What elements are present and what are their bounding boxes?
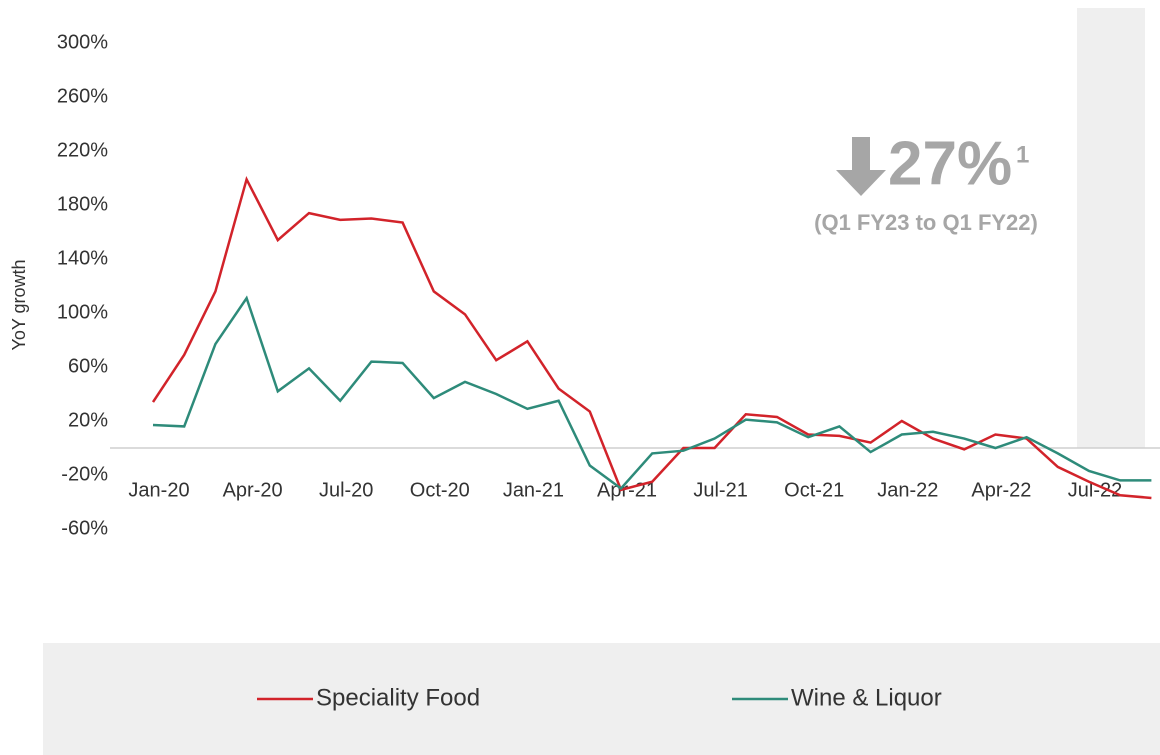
legend-label: Wine & Liquor [791,684,942,711]
annotation-text: (Q1 FY23 to Q1 FY22) [814,210,1038,235]
legend-box [43,643,1160,755]
y-tick-label: 220% [57,139,108,161]
y-tick-label: 300% [57,31,108,53]
y-tick-label: 60% [68,355,108,377]
down-arrow [836,137,886,196]
x-tick-label: Apr-20 [223,479,283,501]
x-tick-label: Jul-20 [319,479,373,501]
x-tick-label: Jan-20 [128,479,189,501]
y-axis-label: YoY growth [9,259,29,350]
y-tick-label: 180% [57,193,108,215]
x-tick-label: Jul-21 [693,479,747,501]
x-tick-label: Jan-21 [503,479,564,501]
annotation: 27% 1 (Q1 FY23 to Q1 FY22) [814,129,1038,234]
legend-label: Speciality Food [316,684,480,711]
y-tick-label: 260% [57,85,108,107]
y-tick-label: 140% [57,247,108,269]
y-tick-label: 20% [68,409,108,431]
x-tick-label: Oct-21 [784,479,844,501]
series-line [152,295,1152,491]
y-tick-label: -20% [61,463,108,485]
annotation-footnote: 1 [1016,141,1029,168]
annotation-value: 27% [888,129,1012,198]
y-tick-label: 100% [57,301,108,323]
x-tick-label: Apr-22 [971,479,1031,501]
highlight-band [1077,8,1145,448]
x-tick-label: Jul-22 [1068,479,1122,501]
y-tick-label: -60% [61,517,108,539]
series-line [151,175,1152,500]
x-tick-label: Jan-22 [877,479,938,501]
x-tick-label: Oct-20 [410,479,470,501]
